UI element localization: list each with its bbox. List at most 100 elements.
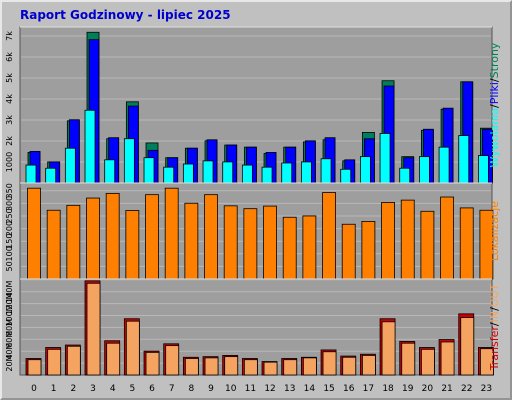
x-tick-label: 4 <box>110 384 116 394</box>
bar-in-18 <box>381 321 396 376</box>
x-tick-label: 13 <box>284 384 295 394</box>
y-tick-label: 80M <box>5 319 14 336</box>
side-label-1: Lokalizacje <box>488 201 501 261</box>
bar-wywolania-3 <box>84 109 96 184</box>
y-tick-label: 100M <box>5 304 14 326</box>
bar-wywolania-14 <box>300 161 312 184</box>
y-tick-label: 3k <box>5 115 14 125</box>
bar-in-1 <box>47 348 62 376</box>
bar-wywolania-22 <box>458 135 470 184</box>
bar-lokalizacje-15 <box>322 192 336 280</box>
bar-in-21 <box>440 341 455 376</box>
bar-lokalizacje-22 <box>459 207 474 280</box>
bar-lokalizacje-7 <box>164 187 179 280</box>
y-tick-label: 40M <box>5 343 14 360</box>
x-tick-label: 18 <box>382 384 394 394</box>
x-tick-label: 7 <box>169 384 175 394</box>
y-tick-label: 200 <box>5 221 14 236</box>
bar-lokalizacje-17 <box>361 220 376 280</box>
bar-wywolania-11 <box>241 164 253 184</box>
y-tick-label: 1000 <box>5 152 14 172</box>
bar-lokalizacje-10 <box>223 205 238 280</box>
bar-in-22 <box>460 317 475 376</box>
x-tick-label: 5 <box>129 384 135 394</box>
bar-lokalizacje-1 <box>46 209 61 280</box>
bar-lokalizacje-5 <box>125 210 140 280</box>
panel-0: 1000 2k 3k 4k 5k 6k 7k <box>5 26 493 184</box>
y-tick-label: 6k <box>5 52 14 62</box>
bar-wywolania-4 <box>104 159 116 184</box>
bar-lokalizacje-21 <box>440 196 454 280</box>
x-tick-label: 9 <box>208 384 214 394</box>
y-tick-label: 5k <box>5 73 14 83</box>
bar-lokalizacje-18 <box>381 202 395 280</box>
x-tick-label: 15 <box>323 384 334 394</box>
bar-lokalizacje-0 <box>27 187 41 280</box>
y-tick-label: 4k <box>5 94 14 104</box>
side-label-part: / <box>488 104 501 108</box>
bar-lokalizacje-12 <box>263 205 277 280</box>
bar-in-6 <box>145 351 160 376</box>
y-tick-label: 250 <box>5 208 14 223</box>
side-label-0: Wywolania/Pliki/Strony <box>488 42 501 167</box>
side-label-2: Transfer/IN/OUT <box>488 283 501 371</box>
y-tick-label: 150 <box>5 234 14 249</box>
bar-in-9 <box>204 357 219 376</box>
bar-in-14 <box>302 357 317 376</box>
bar-wywolania-9 <box>202 160 214 184</box>
side-label-part: Transfer <box>488 326 501 372</box>
bar-in-10 <box>224 356 239 376</box>
bar-in-23 <box>480 348 494 376</box>
side-label-part: IN <box>488 311 501 322</box>
y-tick-label: 2k <box>5 136 14 146</box>
bar-in-8 <box>184 358 199 376</box>
bar-in-5 <box>125 320 140 376</box>
bar-wywolania-23 <box>478 155 489 184</box>
bar-wywolania-6 <box>143 157 155 184</box>
x-tick-label: 10 <box>225 384 237 394</box>
y-tick-label: 100 <box>5 246 14 261</box>
x-tick-label: 21 <box>441 384 452 394</box>
side-label-part: Lokalizacje <box>488 201 501 261</box>
y-tick-label: 7k <box>5 31 14 41</box>
bar-in-2 <box>66 345 81 376</box>
bar-in-3 <box>86 282 101 376</box>
bar-in-15 <box>322 351 337 376</box>
bar-wywolania-13 <box>281 162 293 184</box>
bar-lokalizacje-9 <box>204 194 218 280</box>
bar-wywolania-19 <box>399 167 411 184</box>
bar-in-16 <box>342 356 357 376</box>
side-label-part: Wywolania <box>488 108 501 168</box>
bar-wywolania-21 <box>438 146 450 184</box>
bar-in-19 <box>401 342 416 376</box>
side-label-part: Strony <box>488 42 501 78</box>
x-tick-label: 0 <box>31 384 37 394</box>
bar-wywolania-10 <box>222 161 234 184</box>
bar-wywolania-2 <box>64 147 76 184</box>
bar-lokalizacje-19 <box>400 199 415 280</box>
y-tick-label: 140M <box>5 281 14 303</box>
x-tick-label: 12 <box>264 384 275 394</box>
x-tick-label: 8 <box>188 384 194 394</box>
x-tick-label: 11 <box>245 384 256 394</box>
y-tick-label: 60M <box>5 331 14 348</box>
bar-wywolania-1 <box>45 167 57 184</box>
bar-wywolania-15 <box>320 158 332 184</box>
bar-in-12 <box>263 361 278 376</box>
bar-wywolania-16 <box>340 168 352 184</box>
y-tick-label: 350 <box>5 183 14 198</box>
x-tick-label: 1 <box>51 384 57 394</box>
bar-wywolania-20 <box>418 156 430 184</box>
bar-lokalizacje-13 <box>282 216 297 280</box>
x-tick-label: 6 <box>149 384 155 394</box>
chart-title: Raport Godzinowy - lipiec 2025 <box>20 8 231 22</box>
bar-in-17 <box>361 355 376 376</box>
bar-in-4 <box>106 342 121 376</box>
bar-in-0 <box>27 359 42 376</box>
bar-wywolania-8 <box>182 163 194 184</box>
side-label-part: / <box>488 307 501 311</box>
bar-in-20 <box>420 348 435 376</box>
